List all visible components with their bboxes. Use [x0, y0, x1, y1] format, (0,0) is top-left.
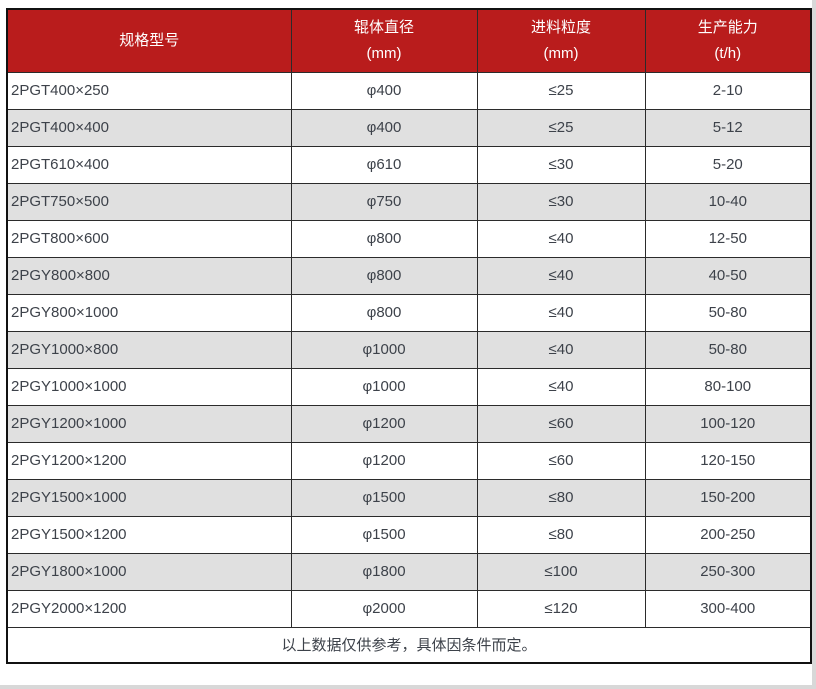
cell-feed-size: ≤60	[476, 404, 646, 443]
cell-roller-diameter: φ2000	[290, 589, 478, 628]
col-header-capacity-label: 生产能力	[697, 18, 758, 36]
table-row: 2PGT750×500 φ750 ≤30 10-40	[6, 182, 812, 221]
cell-roller-diameter: φ1200	[290, 441, 478, 480]
cell-model: 2PGY800×1000	[6, 293, 292, 332]
cell-roller-diameter: φ800	[290, 219, 478, 258]
cell-roller-diameter: φ1500	[290, 515, 478, 554]
table-row: 2PGY1200×1000 φ1200 ≤60 100-120	[6, 404, 812, 443]
cell-capacity: 150-200	[644, 478, 812, 517]
cell-feed-size: ≤40	[476, 293, 646, 332]
page-edge-bottom	[0, 685, 816, 689]
table-row: 2PGY1500×1200 φ1500 ≤80 200-250	[6, 515, 812, 554]
cell-roller-diameter: φ1500	[290, 478, 478, 517]
cell-feed-size: ≤100	[476, 552, 646, 591]
table-footnote: 以上数据仅供参考，具体因条件而定。	[6, 626, 812, 664]
cell-roller-diameter: φ400	[290, 108, 478, 147]
cell-roller-diameter: φ1000	[290, 330, 478, 369]
cell-capacity: 120-150	[644, 441, 812, 480]
table-body: 2PGT400×250 φ400 ≤25 2-10 2PGT400×400 φ4…	[6, 71, 812, 628]
col-header-capacity-unit: (t/h)	[714, 44, 742, 62]
table-footer: 以上数据仅供参考，具体因条件而定。	[6, 626, 812, 664]
cell-capacity: 250-300	[644, 552, 812, 591]
cell-capacity: 80-100	[644, 367, 812, 406]
cell-model: 2PGY800×800	[6, 256, 292, 295]
table-row: 2PGT400×400 φ400 ≤25 5-12	[6, 108, 812, 147]
cell-feed-size: ≤30	[476, 182, 646, 221]
cell-model: 2PGT400×250	[6, 71, 292, 110]
cell-model: 2PGY1500×1200	[6, 515, 292, 554]
table-row: 2PGT400×250 φ400 ≤25 2-10	[6, 71, 812, 110]
col-header-capacity: 生产能力 (t/h)	[644, 8, 812, 73]
cell-capacity: 10-40	[644, 182, 812, 221]
table-footnote-row: 以上数据仅供参考，具体因条件而定。	[6, 626, 812, 664]
cell-model: 2PGT750×500	[6, 182, 292, 221]
cell-capacity: 12-50	[644, 219, 812, 258]
cell-capacity: 2-10	[644, 71, 812, 110]
cell-feed-size: ≤60	[476, 441, 646, 480]
cell-roller-diameter: φ1000	[290, 367, 478, 406]
cell-capacity: 5-20	[644, 145, 812, 184]
col-header-roller-diameter-unit: (mm)	[366, 44, 402, 62]
cell-model: 2PGY1200×1200	[6, 441, 292, 480]
cell-capacity: 100-120	[644, 404, 812, 443]
cell-model: 2PGY1200×1000	[6, 404, 292, 443]
cell-roller-diameter: φ800	[290, 293, 478, 332]
cell-feed-size: ≤40	[476, 256, 646, 295]
col-header-roller-diameter-label: 辊体直径	[353, 18, 414, 36]
cell-capacity: 50-80	[644, 293, 812, 332]
cell-roller-diameter: φ1200	[290, 404, 478, 443]
table-row: 2PGY1800×1000 φ1800 ≤100 250-300	[6, 552, 812, 591]
table-row: 2PGY1500×1000 φ1500 ≤80 150-200	[6, 478, 812, 517]
cell-model: 2PGT400×400	[6, 108, 292, 147]
cell-capacity: 50-80	[644, 330, 812, 369]
col-header-feed-size-unit: (mm)	[543, 44, 579, 62]
cell-model: 2PGT610×400	[6, 145, 292, 184]
cell-model: 2PGY1800×1000	[6, 552, 292, 591]
page-edge-right	[812, 0, 816, 689]
cell-feed-size: ≤40	[476, 367, 646, 406]
cell-feed-size: ≤25	[476, 108, 646, 147]
col-header-model: 规格型号	[6, 8, 292, 73]
cell-capacity: 5-12	[644, 108, 812, 147]
cell-feed-size: ≤40	[476, 219, 646, 258]
cell-roller-diameter: φ1800	[290, 552, 478, 591]
cell-feed-size: ≤30	[476, 145, 646, 184]
cell-roller-diameter: φ400	[290, 71, 478, 110]
table-row: 2PGY800×800 φ800 ≤40 40-50	[6, 256, 812, 295]
cell-feed-size: ≤80	[476, 478, 646, 517]
cell-model: 2PGY1000×800	[6, 330, 292, 369]
table-row: 2PGY1200×1200 φ1200 ≤60 120-150	[6, 441, 812, 480]
table-header-row: 规格型号 辊体直径 (mm) 进料粒度 (mm) 生产能力 (t/h)	[6, 8, 812, 73]
col-header-feed-size: 进料粒度 (mm)	[476, 8, 646, 73]
cell-roller-diameter: φ800	[290, 256, 478, 295]
spec-table: 规格型号 辊体直径 (mm) 进料粒度 (mm) 生产能力 (t/h) 2PGT…	[6, 8, 812, 664]
cell-feed-size: ≤25	[476, 71, 646, 110]
table-header: 规格型号 辊体直径 (mm) 进料粒度 (mm) 生产能力 (t/h)	[6, 8, 812, 73]
table-row: 2PGY1000×800 φ1000 ≤40 50-80	[6, 330, 812, 369]
table-row: 2PGY800×1000 φ800 ≤40 50-80	[6, 293, 812, 332]
cell-feed-size: ≤40	[476, 330, 646, 369]
cell-feed-size: ≤120	[476, 589, 646, 628]
cell-model: 2PGY2000×1200	[6, 589, 292, 628]
cell-feed-size: ≤80	[476, 515, 646, 554]
table-row: 2PGT800×600 φ800 ≤40 12-50	[6, 219, 812, 258]
cell-roller-diameter: φ750	[290, 182, 478, 221]
cell-capacity: 200-250	[644, 515, 812, 554]
col-header-model-label: 规格型号	[119, 31, 180, 49]
cell-model: 2PGT800×600	[6, 219, 292, 258]
cell-capacity: 40-50	[644, 256, 812, 295]
table-row: 2PGT610×400 φ610 ≤30 5-20	[6, 145, 812, 184]
col-header-feed-size-label: 进料粒度	[530, 18, 591, 36]
cell-capacity: 300-400	[644, 589, 812, 628]
cell-roller-diameter: φ610	[290, 145, 478, 184]
table-row: 2PGY1000×1000 φ1000 ≤40 80-100	[6, 367, 812, 406]
table-row: 2PGY2000×1200 φ2000 ≤120 300-400	[6, 589, 812, 628]
cell-model: 2PGY1000×1000	[6, 367, 292, 406]
cell-model: 2PGY1500×1000	[6, 478, 292, 517]
col-header-roller-diameter: 辊体直径 (mm)	[290, 8, 478, 73]
